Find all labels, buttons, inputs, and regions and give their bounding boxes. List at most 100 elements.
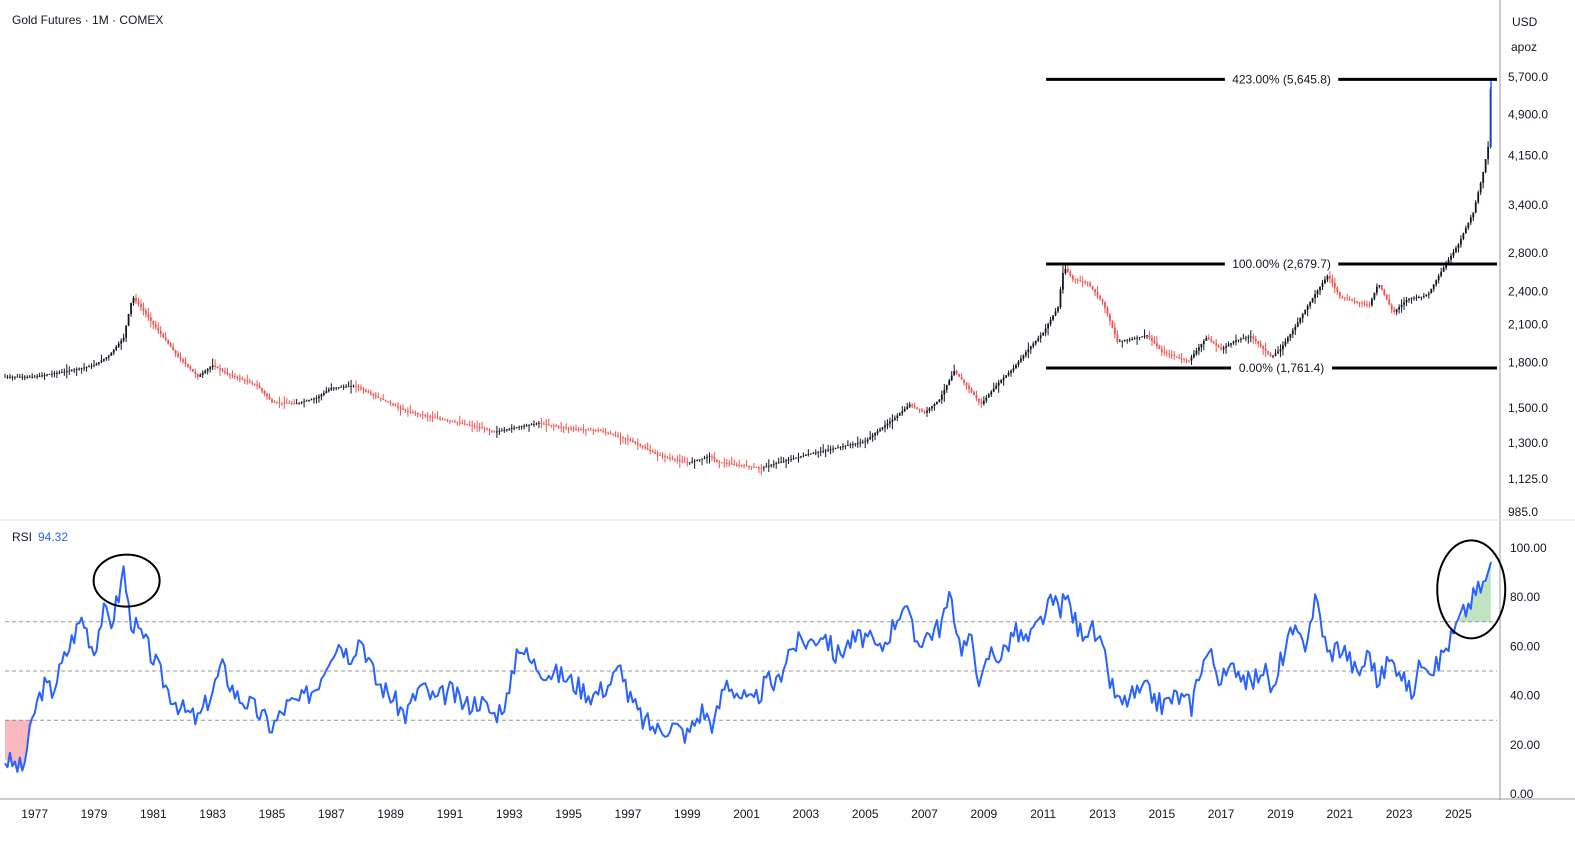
price-bar-body	[619, 436, 622, 438]
price-bar-body	[1020, 358, 1022, 362]
price-bar-body	[248, 381, 251, 383]
price-bar-body	[945, 384, 948, 390]
rsi-current-value: 94.32	[38, 530, 68, 544]
price-bar-body	[641, 445, 644, 448]
price-bar-body	[1049, 319, 1052, 325]
price-bar-body	[804, 454, 807, 456]
price-bar-body	[1296, 322, 1299, 327]
price-bar-body	[762, 467, 765, 469]
price-bar-body	[372, 393, 375, 396]
price-bar-body	[1259, 343, 1262, 347]
price-bar-body	[495, 431, 498, 433]
price-bar-body	[1138, 337, 1141, 338]
price-bar-body	[785, 460, 788, 462]
price-bar-body	[73, 369, 76, 371]
price-bar-body	[130, 302, 132, 315]
price-bar-body	[1163, 351, 1166, 353]
price-bar-body	[1052, 315, 1054, 320]
price-bar-body	[78, 368, 81, 370]
price-bar-body	[1319, 286, 1321, 291]
price-bar-body	[965, 382, 968, 386]
price-bar-body	[449, 420, 451, 422]
price-bar-body	[827, 449, 830, 451]
price-bar-body	[552, 425, 555, 427]
price-bar-body	[167, 340, 170, 344]
price-bar-body	[525, 425, 528, 427]
price-bar-body	[1363, 303, 1366, 305]
price-bar-body	[570, 428, 572, 430]
price-bar-body	[1173, 355, 1176, 357]
price-bar-body	[352, 385, 355, 387]
price-bar-body	[458, 422, 461, 424]
price-bar-body	[1272, 355, 1274, 357]
price-bar-body	[787, 459, 790, 461]
price-bar-body	[184, 361, 187, 365]
price-bar-body	[782, 461, 785, 462]
price-bar-body	[980, 401, 983, 404]
price-bar-body	[933, 403, 936, 407]
price-bar-body	[948, 380, 951, 385]
price-bar-body	[266, 393, 268, 397]
price-bar-body	[127, 314, 130, 326]
price-bar-body	[201, 372, 204, 375]
price-bar-body	[753, 466, 755, 468]
price-bar-body	[1262, 346, 1265, 349]
price-bar-body	[1069, 272, 1072, 276]
price-bar-body	[898, 413, 901, 416]
price-bar-body	[911, 404, 914, 406]
price-bar-body	[461, 422, 464, 424]
price-bar-body	[513, 427, 516, 429]
price-bar-body	[733, 464, 736, 465]
price-bar-body	[535, 423, 538, 425]
price-bar-body	[377, 396, 380, 398]
fib-level-label: 423.00% (5,645.8)	[1232, 72, 1331, 86]
price-bar-body	[580, 429, 582, 430]
price-bar-body	[1151, 337, 1153, 341]
price-bar-body	[723, 462, 726, 464]
price-bar-body	[1427, 293, 1430, 295]
price-bar-body	[864, 441, 867, 443]
price-bar-body	[1109, 314, 1111, 321]
price-bar-body	[557, 426, 560, 428]
time-tick-label: 2001	[733, 807, 760, 821]
price-bar-body	[303, 401, 305, 403]
price-bar-body	[1121, 340, 1124, 342]
price-bar-body	[958, 373, 961, 377]
price-bar-body	[854, 443, 857, 445]
price-bar-body	[342, 386, 345, 388]
price-bar-body	[1062, 273, 1064, 290]
time-tick-label: 2017	[1208, 807, 1235, 821]
price-bar-body	[1341, 296, 1344, 298]
price-bar-body	[1193, 353, 1195, 358]
price-bar-body	[745, 465, 748, 467]
price-bar-body	[1371, 298, 1373, 306]
time-tick-label: 1989	[377, 807, 404, 821]
price-bar-body	[157, 327, 160, 331]
price-bar-body	[1244, 337, 1247, 339]
price-bar-body	[935, 401, 938, 404]
price-bar-body	[1091, 286, 1094, 290]
price-bar-body	[1160, 348, 1163, 352]
price-bar-body	[293, 403, 296, 405]
price-bar-body	[1254, 338, 1257, 342]
price-bar-body	[735, 464, 738, 466]
price-bar-body	[634, 441, 637, 444]
price-bar-body	[879, 429, 881, 432]
price-bar-body	[456, 421, 459, 423]
price-bar-body	[1039, 335, 1042, 339]
price-bar-body	[374, 395, 377, 397]
price-bar-body	[1373, 292, 1376, 299]
price-bar-body	[41, 375, 43, 377]
price-bar-body	[1314, 294, 1316, 299]
price-bar-body	[1269, 353, 1272, 357]
price-bar-body	[283, 402, 286, 404]
price-bar-body	[953, 371, 956, 376]
price-bar-body	[389, 402, 392, 404]
price-bar-body	[982, 400, 985, 404]
price-bar-body	[340, 387, 343, 388]
price-bar-body	[483, 428, 486, 430]
price-bar-body	[70, 370, 73, 371]
price-bar-body	[1170, 354, 1173, 356]
